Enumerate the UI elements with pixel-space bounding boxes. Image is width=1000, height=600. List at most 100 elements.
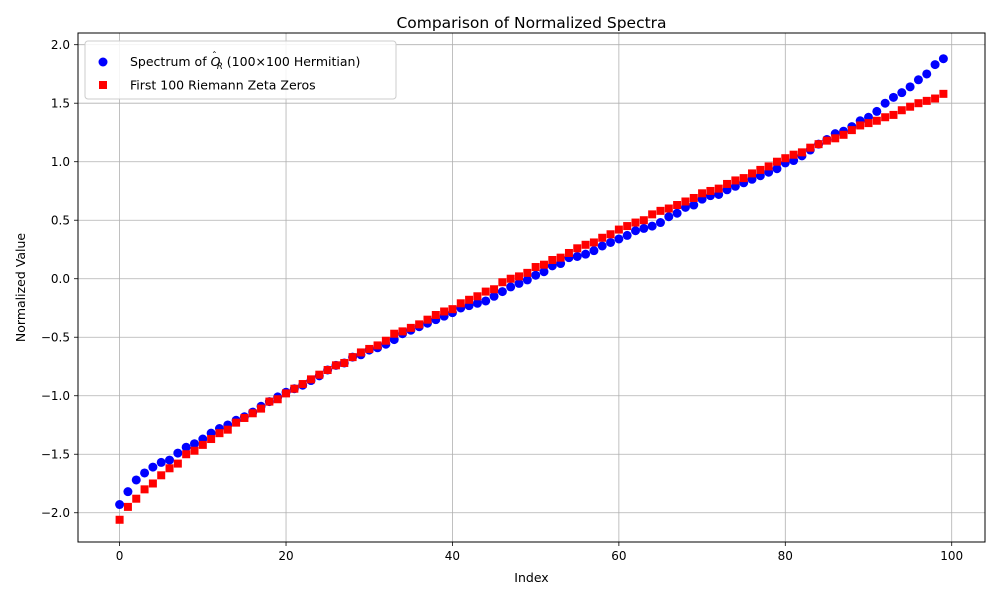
point-spectrum <box>614 234 624 244</box>
point-zeta <box>365 344 374 353</box>
point-zeta <box>931 94 940 103</box>
point-zeta <box>173 459 182 468</box>
point-zeta <box>897 106 906 115</box>
point-zeta <box>781 154 790 163</box>
x-tick-label: 40 <box>445 549 460 563</box>
point-zeta <box>390 329 399 338</box>
point-zeta <box>939 89 948 98</box>
point-zeta <box>481 287 490 296</box>
x-tick-label: 80 <box>778 549 793 563</box>
point-zeta <box>664 204 673 213</box>
point-zeta <box>539 260 548 269</box>
point-zeta <box>864 119 873 128</box>
data-points <box>115 54 948 524</box>
point-zeta <box>198 440 207 449</box>
point-zeta <box>140 485 149 494</box>
point-zeta <box>440 307 449 316</box>
y-tick-label: 1.5 <box>51 97 70 111</box>
point-zeta <box>681 197 690 206</box>
point-zeta <box>207 435 216 444</box>
point-zeta <box>797 148 806 157</box>
x-tick-label: 60 <box>611 549 626 563</box>
point-spectrum <box>115 500 125 510</box>
point-zeta <box>589 238 598 247</box>
point-spectrum <box>189 439 199 449</box>
point-zeta <box>381 336 390 345</box>
point-zeta <box>232 418 241 427</box>
axis-ticks: 0 20 40 60 80 100 −2.0 −1.5 −1.0 −0.5 0.0 0.5 1.0 1.5… <box>41 38 963 563</box>
point-zeta <box>315 370 324 379</box>
point-spectrum <box>539 267 549 277</box>
point-spectrum <box>131 475 141 485</box>
point-spectrum <box>148 462 158 472</box>
point-spectrum <box>606 237 616 247</box>
legend-prefix-spectrum: Spectrum of <box>130 54 211 69</box>
point-zeta <box>573 244 582 253</box>
point-zeta <box>698 189 707 198</box>
point-zeta <box>448 305 457 314</box>
point-zeta <box>748 169 757 178</box>
point-zeta <box>856 121 865 130</box>
point-zeta <box>889 110 898 119</box>
point-spectrum <box>647 221 657 231</box>
chart-title: Comparison of Normalized Spectra <box>396 14 666 32</box>
point-zeta <box>306 375 315 384</box>
y-tick-label: 2.0 <box>51 38 70 52</box>
point-zeta <box>714 184 723 193</box>
point-zeta <box>115 515 124 524</box>
point-spectrum <box>655 218 665 228</box>
point-spectrum <box>888 92 898 102</box>
point-zeta <box>872 116 881 125</box>
point-zeta <box>756 165 765 174</box>
point-spectrum <box>156 457 166 467</box>
point-zeta <box>490 285 499 294</box>
point-zeta <box>282 389 291 398</box>
point-zeta <box>598 233 607 242</box>
point-zeta <box>473 292 482 301</box>
point-zeta <box>789 150 798 159</box>
point-zeta <box>298 380 307 389</box>
legend-suffix-spectrum: (100×100 Hermitian) <box>223 54 361 69</box>
point-zeta <box>398 327 407 336</box>
legend-marker-spectrum <box>98 57 108 67</box>
point-spectrum <box>922 69 932 79</box>
point-zeta <box>631 218 640 227</box>
point-zeta <box>123 502 132 511</box>
point-spectrum <box>522 275 532 285</box>
point-zeta <box>431 310 440 319</box>
point-spectrum <box>140 468 150 478</box>
legend-symbol-hat: ˆ <box>212 50 217 62</box>
legend-box <box>84 40 397 100</box>
point-zeta <box>723 179 732 188</box>
point-zeta <box>831 134 840 143</box>
point-zeta <box>523 268 532 277</box>
point-zeta <box>273 395 282 404</box>
point-spectrum <box>572 251 582 261</box>
legend-entry-spectrum: Spectrum of OˆR (100×100 Hermitian) <box>130 50 360 72</box>
point-spectrum <box>622 230 632 240</box>
point-zeta <box>157 471 166 480</box>
point-zeta <box>148 479 157 488</box>
point-spectrum <box>181 442 191 452</box>
point-zeta <box>456 299 465 308</box>
point-zeta <box>465 295 474 304</box>
point-zeta <box>614 225 623 234</box>
point-zeta <box>639 216 648 225</box>
point-spectrum <box>165 455 175 465</box>
point-spectrum <box>689 200 699 210</box>
legend-marker-zeta <box>99 81 107 89</box>
point-zeta <box>356 348 365 357</box>
plot-frame <box>77 32 986 543</box>
point-zeta <box>556 253 565 262</box>
point-zeta <box>689 193 698 202</box>
point-zeta <box>506 274 515 283</box>
legend-entry-zeta: First 100 Riemann Zeta Zeros <box>130 78 316 93</box>
point-spectrum <box>581 249 591 259</box>
point-zeta <box>922 96 931 105</box>
point-zeta <box>606 230 615 239</box>
point-zeta <box>822 136 831 145</box>
point-spectrum <box>514 278 524 288</box>
x-tick-label: 0 <box>116 549 124 563</box>
point-zeta <box>373 341 382 350</box>
